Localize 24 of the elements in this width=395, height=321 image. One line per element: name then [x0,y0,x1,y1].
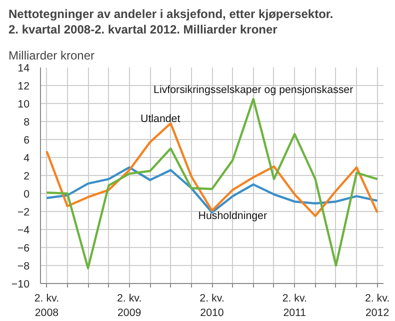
y-tick-label: 12 [18,80,30,92]
y-tick-label: 0 [24,188,30,200]
y-tick-label: −8 [17,260,30,272]
x-tick-label: 2. kv. 2009 [117,292,142,319]
series-label: Husholdninger [198,210,268,222]
y-tick-label: 10 [18,98,30,110]
series-label: Utlandet [140,112,180,125]
x-tick-label: 2. kv. 2012 [364,292,390,319]
y-axis-title: Milliarder kroner [8,48,95,62]
x-tick-label: 2. kv. 2008 [34,292,60,319]
y-tick-label: 8 [24,116,30,128]
y-tick-label: 2 [24,170,30,182]
series-label: Livforsikringsselskaper og pensjonskasser [154,84,354,96]
y-tick-label: 14 [18,62,30,74]
y-tick-label: −10 [11,278,30,290]
y-tick-label: 6 [24,134,30,146]
x-tick-label: 2. kv. 2011 [282,292,307,319]
chart-title: Nettotegninger av andeler i aksjefond, etter kjøpersektor. 2. kvartal 2008-2. kvartal 2012. Milliarder kroner [8,7,334,36]
line-series [46,98,378,270]
x-tick-label: 2. kv. 2010 [200,292,224,319]
y-tick-label: −4 [17,224,30,236]
y-tick-label: 4 [24,152,30,164]
y-tick-label: −6 [17,242,30,254]
y-tick-label: −2 [17,206,30,218]
